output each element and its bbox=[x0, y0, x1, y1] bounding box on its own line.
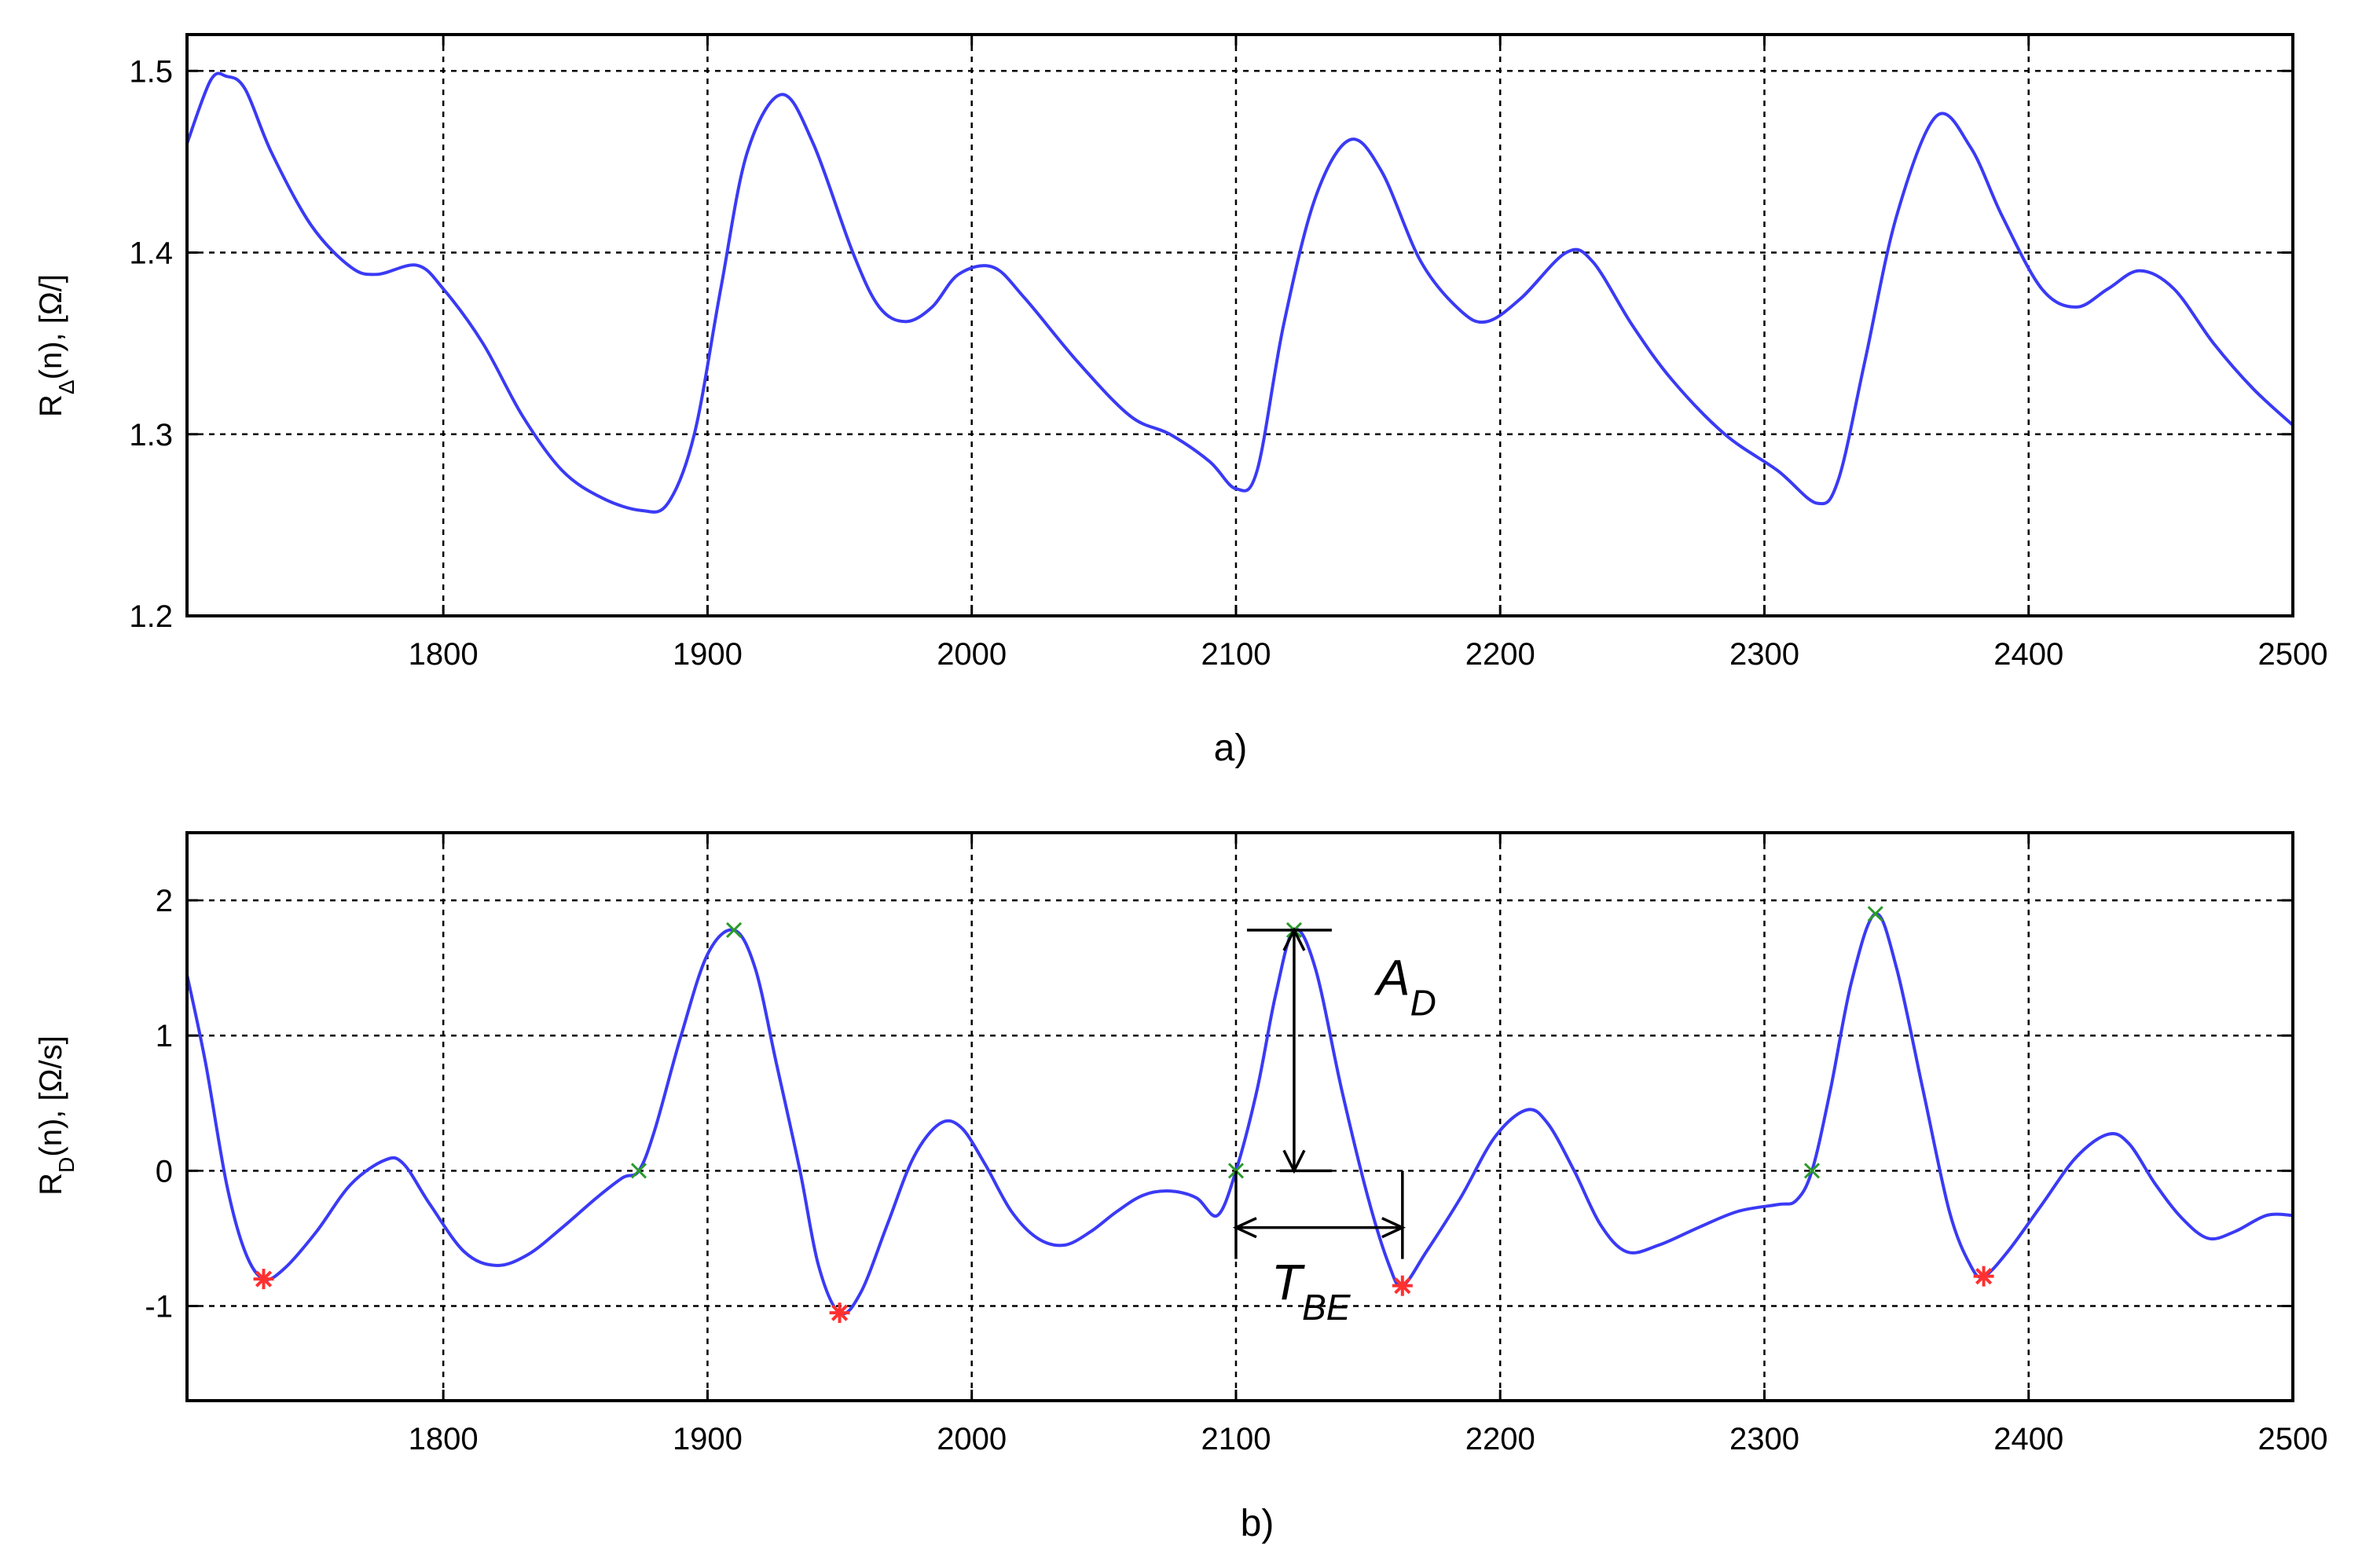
a-d-arrowhead-down bbox=[1282, 1149, 1306, 1174]
marker-x-stroke bbox=[1867, 906, 1883, 922]
x-tick-label: 2100 bbox=[1201, 1422, 1271, 1456]
panel-b-caption: b) bbox=[1241, 1503, 1275, 1544]
panel-b-annotations: AD TBE bbox=[1232, 927, 1436, 1328]
marker-x bbox=[1803, 1163, 1821, 1179]
x-tick-label: 2200 bbox=[1465, 637, 1535, 672]
panel-a-y-axis-label: RΔ(n), [Ω/] bbox=[34, 274, 79, 417]
y-tick-label: 2 bbox=[156, 884, 173, 918]
marker-x bbox=[630, 1163, 647, 1179]
marker-star-stroke bbox=[255, 1270, 273, 1288]
panel-a-series bbox=[185, 71, 2294, 514]
t-be-label: TBE bbox=[1271, 1254, 1352, 1328]
marker-star bbox=[829, 1302, 850, 1324]
panel-b-y-axis-label: RD(n), [Ω/s] bbox=[34, 1035, 79, 1195]
panel-a-x-tick-labels: 1800 1900 2000 2100 2200 2300 2400 2500 bbox=[409, 637, 2328, 672]
t-be-arrowhead-right bbox=[1381, 1217, 1406, 1239]
marker-star-stroke bbox=[1975, 1268, 1993, 1285]
x-tick-label: 2400 bbox=[1993, 1422, 2063, 1456]
marker-star bbox=[1392, 1275, 1413, 1296]
marker-star-stroke bbox=[1394, 1277, 1411, 1295]
x-tick-label: 2300 bbox=[1729, 637, 1799, 672]
y-tick-label: 1 bbox=[156, 1019, 173, 1053]
marker-x bbox=[725, 921, 743, 939]
y-tick-label: -1 bbox=[145, 1290, 173, 1324]
x-tick-label: 2000 bbox=[937, 1422, 1007, 1456]
x-tick-label: 1800 bbox=[409, 637, 479, 672]
x-tick-label: 2500 bbox=[2258, 637, 2328, 672]
panel-a-caption: a) bbox=[1214, 727, 1248, 769]
a-d-arrowhead-up bbox=[1282, 927, 1306, 951]
marker-star bbox=[253, 1269, 274, 1290]
series-line bbox=[185, 912, 2294, 1316]
marker-star bbox=[1973, 1266, 1994, 1287]
panel-b-x-tick-labels: 1800 1900 2000 2100 2200 2300 2400 2500 bbox=[409, 1422, 2328, 1456]
panel-b-axes-box bbox=[185, 831, 2294, 1402]
panel-a-y-tick-labels: 1.2 1.3 1.4 1.5 bbox=[129, 54, 173, 634]
y-tick-label: 0 bbox=[156, 1154, 173, 1189]
marker-x bbox=[1867, 906, 1883, 922]
panel-a-axes-box bbox=[185, 33, 2294, 617]
panel-b-extrema-markers bbox=[253, 906, 1994, 1324]
x-tick-label: 2200 bbox=[1465, 1422, 1535, 1456]
y-tick-label: 1.5 bbox=[129, 54, 173, 89]
marker-x-stroke bbox=[630, 1163, 647, 1179]
y-tick-label: 1.3 bbox=[129, 418, 173, 452]
y-tick-label: 1.2 bbox=[129, 599, 173, 634]
x-tick-label: 2300 bbox=[1729, 1422, 1799, 1456]
series-line bbox=[185, 71, 2294, 514]
marker-star-stroke bbox=[831, 1304, 849, 1321]
x-tick-label: 2000 bbox=[937, 637, 1007, 672]
panel-a-grid bbox=[187, 35, 2293, 616]
panel-b: AD TBE 1800 1900 2000 2100 2200 2300 2400 2500 … bbox=[34, 831, 2328, 1544]
panel-b-y-tick-labels: -1 0 1 2 bbox=[145, 884, 173, 1324]
marker-x-stroke bbox=[1803, 1163, 1821, 1179]
t-be-arrowhead-left bbox=[1232, 1217, 1257, 1239]
x-tick-label: 1900 bbox=[673, 1422, 743, 1456]
marker-x-stroke bbox=[725, 921, 743, 939]
panel-a: 1800 1900 2000 2100 2200 2300 2400 2500 1.21.31… bbox=[34, 33, 2328, 769]
x-tick-label: 2500 bbox=[2258, 1422, 2328, 1456]
x-tick-label: 1800 bbox=[409, 1422, 479, 1456]
x-tick-label: 2400 bbox=[1993, 637, 2063, 672]
x-tick-label: 2100 bbox=[1201, 637, 1271, 672]
y-tick-label: 1.4 bbox=[129, 236, 173, 271]
panel-b-ticks bbox=[187, 833, 2294, 1401]
panel-b-grid bbox=[187, 833, 2293, 1401]
panel-a-ticks bbox=[187, 35, 2294, 617]
a-d-label: AD bbox=[1374, 950, 1436, 1024]
panel-b-series bbox=[185, 912, 2294, 1316]
x-tick-label: 1900 bbox=[673, 637, 743, 672]
